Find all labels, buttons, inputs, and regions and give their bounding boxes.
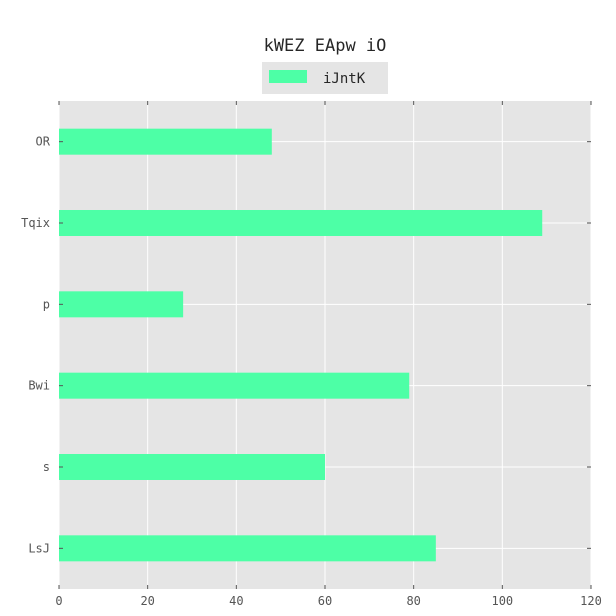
y-tick-label: LsJ: [28, 541, 50, 555]
chart-title: kWEZ EApw iO: [264, 36, 387, 56]
y-tick-label: Tqix: [21, 216, 50, 230]
bar-p: [59, 291, 184, 318]
legend-label: iJntK: [323, 71, 366, 87]
y-tick-labels: OR Tqix p Bwi s LsJ: [21, 135, 51, 556]
y-tick-label: p: [43, 297, 50, 311]
bars: [59, 128, 543, 562]
ticks: [58, 101, 592, 589]
x-tick-label: 80: [406, 594, 420, 608]
bar-or: [59, 128, 272, 155]
x-tick-label: 20: [140, 594, 154, 608]
x-tick-label: 60: [318, 594, 332, 608]
legend: iJntK: [262, 62, 388, 94]
bar-lsj: [59, 535, 436, 562]
x-tick-label: 0: [55, 594, 62, 608]
y-tick-label: OR: [36, 135, 51, 149]
x-tick-label: 100: [491, 594, 513, 608]
bar-bwi: [59, 372, 410, 399]
y-tick-label: s: [43, 460, 50, 474]
x-tick-label: 120: [580, 594, 602, 608]
bar-s: [59, 454, 325, 480]
bar-tqix: [59, 210, 543, 236]
legend-swatch: [269, 70, 307, 83]
x-tick-labels: 0 20 40 60 80 100 120: [55, 594, 601, 608]
x-tick-label: 40: [229, 594, 243, 608]
y-tick-label: Bwi: [28, 379, 50, 393]
